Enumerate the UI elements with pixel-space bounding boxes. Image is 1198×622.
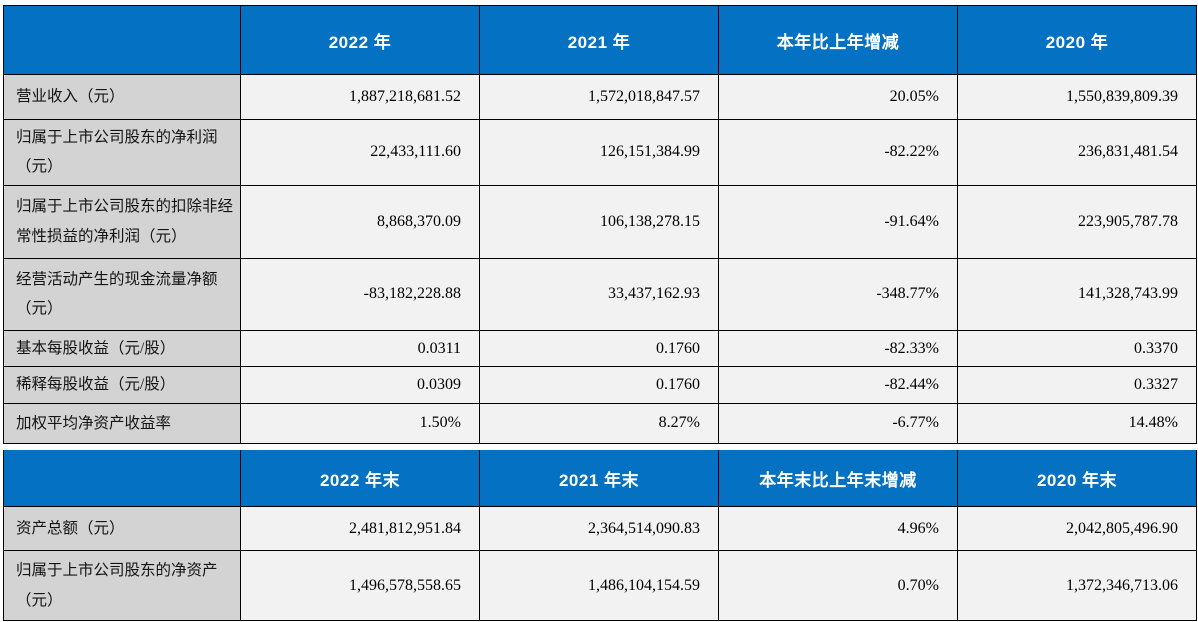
table-row: 归属于上市公司股东的扣除非经常性损益的净利润（元） 8,868,370.09 1… bbox=[3, 184, 1197, 259]
column-header-2021-end: 2021 年末 bbox=[479, 449, 719, 508]
value-cell: 0.1760 bbox=[479, 366, 719, 404]
value-cell: 0.0309 bbox=[240, 366, 480, 404]
value-cell: 1,372,346,713.06 bbox=[957, 550, 1197, 622]
value-cell: -83,182,228.88 bbox=[240, 257, 480, 331]
value-cell: 20.05% bbox=[718, 74, 958, 120]
value-cell: 1,550,839,809.39 bbox=[957, 74, 1197, 120]
value-cell: 126,151,384.99 bbox=[479, 119, 719, 186]
value-cell: 141,328,743.99 bbox=[957, 257, 1197, 331]
value-cell: 0.3370 bbox=[957, 329, 1197, 368]
row-label: 归属于上市公司股东的扣除非经常性损益的净利润（元） bbox=[3, 184, 241, 259]
column-header-2022-end: 2022 年末 bbox=[240, 449, 480, 508]
row-label: 资产总额（元） bbox=[3, 506, 241, 552]
row-label: 营业收入（元） bbox=[3, 74, 241, 120]
value-cell: -6.77% bbox=[718, 402, 958, 444]
column-header-year-end-change: 本年末比上年末增减 bbox=[718, 449, 958, 508]
value-cell: 0.70% bbox=[718, 550, 958, 622]
value-cell: 14.48% bbox=[957, 402, 1197, 444]
column-header-2020-end: 2020 年末 bbox=[957, 449, 1197, 508]
value-cell: 223,905,787.78 bbox=[957, 184, 1197, 259]
header-row: 2022 年末 2021 年末 本年末比上年末增减 2020 年末 bbox=[3, 449, 1197, 508]
header-corner-cell bbox=[3, 5, 241, 75]
table-row: 稀释每股收益（元/股） 0.0309 0.1760 -82.44% 0.3327 bbox=[3, 366, 1197, 404]
header-corner-cell bbox=[3, 449, 241, 508]
column-header-2020: 2020 年 bbox=[957, 5, 1197, 75]
column-header-2022: 2022 年 bbox=[240, 5, 480, 75]
value-cell: 2,364,514,090.83 bbox=[479, 506, 719, 552]
column-header-2021: 2021 年 bbox=[479, 5, 719, 75]
value-cell: 0.3327 bbox=[957, 366, 1197, 404]
value-cell: 2,481,812,951.84 bbox=[240, 506, 480, 552]
table-row: 归属于上市公司股东的净利润（元） 22,433,111.60 126,151,3… bbox=[3, 119, 1197, 186]
value-cell: 236,831,481.54 bbox=[957, 119, 1197, 186]
column-header-yoy-change: 本年比上年增减 bbox=[718, 5, 958, 75]
value-cell: 4.96% bbox=[718, 506, 958, 552]
row-label: 加权平均净资产收益率 bbox=[3, 402, 241, 444]
value-cell: 8,868,370.09 bbox=[240, 184, 480, 259]
table-row: 资产总额（元） 2,481,812,951.84 2,364,514,090.8… bbox=[3, 506, 1197, 552]
row-label: 归属于上市公司股东的净资产（元） bbox=[3, 550, 241, 622]
value-cell: 33,437,162.93 bbox=[479, 257, 719, 331]
value-cell: 1,572,018,847.57 bbox=[479, 74, 719, 120]
row-label: 经营活动产生的现金流量净额（元） bbox=[3, 257, 241, 331]
value-cell: 1,486,104,154.59 bbox=[479, 550, 719, 622]
header-row: 2022 年 2021 年 本年比上年增减 2020 年 bbox=[3, 5, 1197, 75]
value-cell: 1,496,578,558.65 bbox=[240, 550, 480, 622]
value-cell: 1.50% bbox=[240, 402, 480, 444]
table-row: 加权平均净资产收益率 1.50% 8.27% -6.77% 14.48% bbox=[3, 402, 1197, 444]
value-cell: 22,433,111.60 bbox=[240, 119, 480, 186]
annual-indicators-table: 2022 年 2021 年 本年比上年增减 2020 年 营业收入（元） 1,8… bbox=[3, 5, 1197, 444]
row-label: 稀释每股收益（元/股） bbox=[3, 366, 241, 404]
value-cell: 0.1760 bbox=[479, 329, 719, 368]
table-row: 归属于上市公司股东的净资产（元） 1,496,578,558.65 1,486,… bbox=[3, 550, 1197, 622]
value-cell: 106,138,278.15 bbox=[479, 184, 719, 259]
value-cell: -348.77% bbox=[718, 257, 958, 331]
value-cell: -82.22% bbox=[718, 119, 958, 186]
value-cell: 1,887,218,681.52 bbox=[240, 74, 480, 120]
value-cell: 2,042,805,496.90 bbox=[957, 506, 1197, 552]
row-label: 基本每股收益（元/股） bbox=[3, 329, 241, 368]
table-row: 营业收入（元） 1,887,218,681.52 1,572,018,847.5… bbox=[3, 74, 1197, 120]
year-end-indicators-table: 2022 年末 2021 年末 本年末比上年末增减 2020 年末 资产总额（元… bbox=[3, 449, 1197, 622]
value-cell: -82.33% bbox=[718, 329, 958, 368]
row-label: 归属于上市公司股东的净利润（元） bbox=[3, 119, 241, 186]
value-cell: 8.27% bbox=[479, 402, 719, 444]
value-cell: -82.44% bbox=[718, 366, 958, 404]
table-row: 经营活动产生的现金流量净额（元） -83,182,228.88 33,437,1… bbox=[3, 257, 1197, 331]
value-cell: -91.64% bbox=[718, 184, 958, 259]
value-cell: 0.0311 bbox=[240, 329, 480, 368]
table-row: 基本每股收益（元/股） 0.0311 0.1760 -82.33% 0.3370 bbox=[3, 329, 1197, 368]
section-divider bbox=[3, 443, 1196, 450]
